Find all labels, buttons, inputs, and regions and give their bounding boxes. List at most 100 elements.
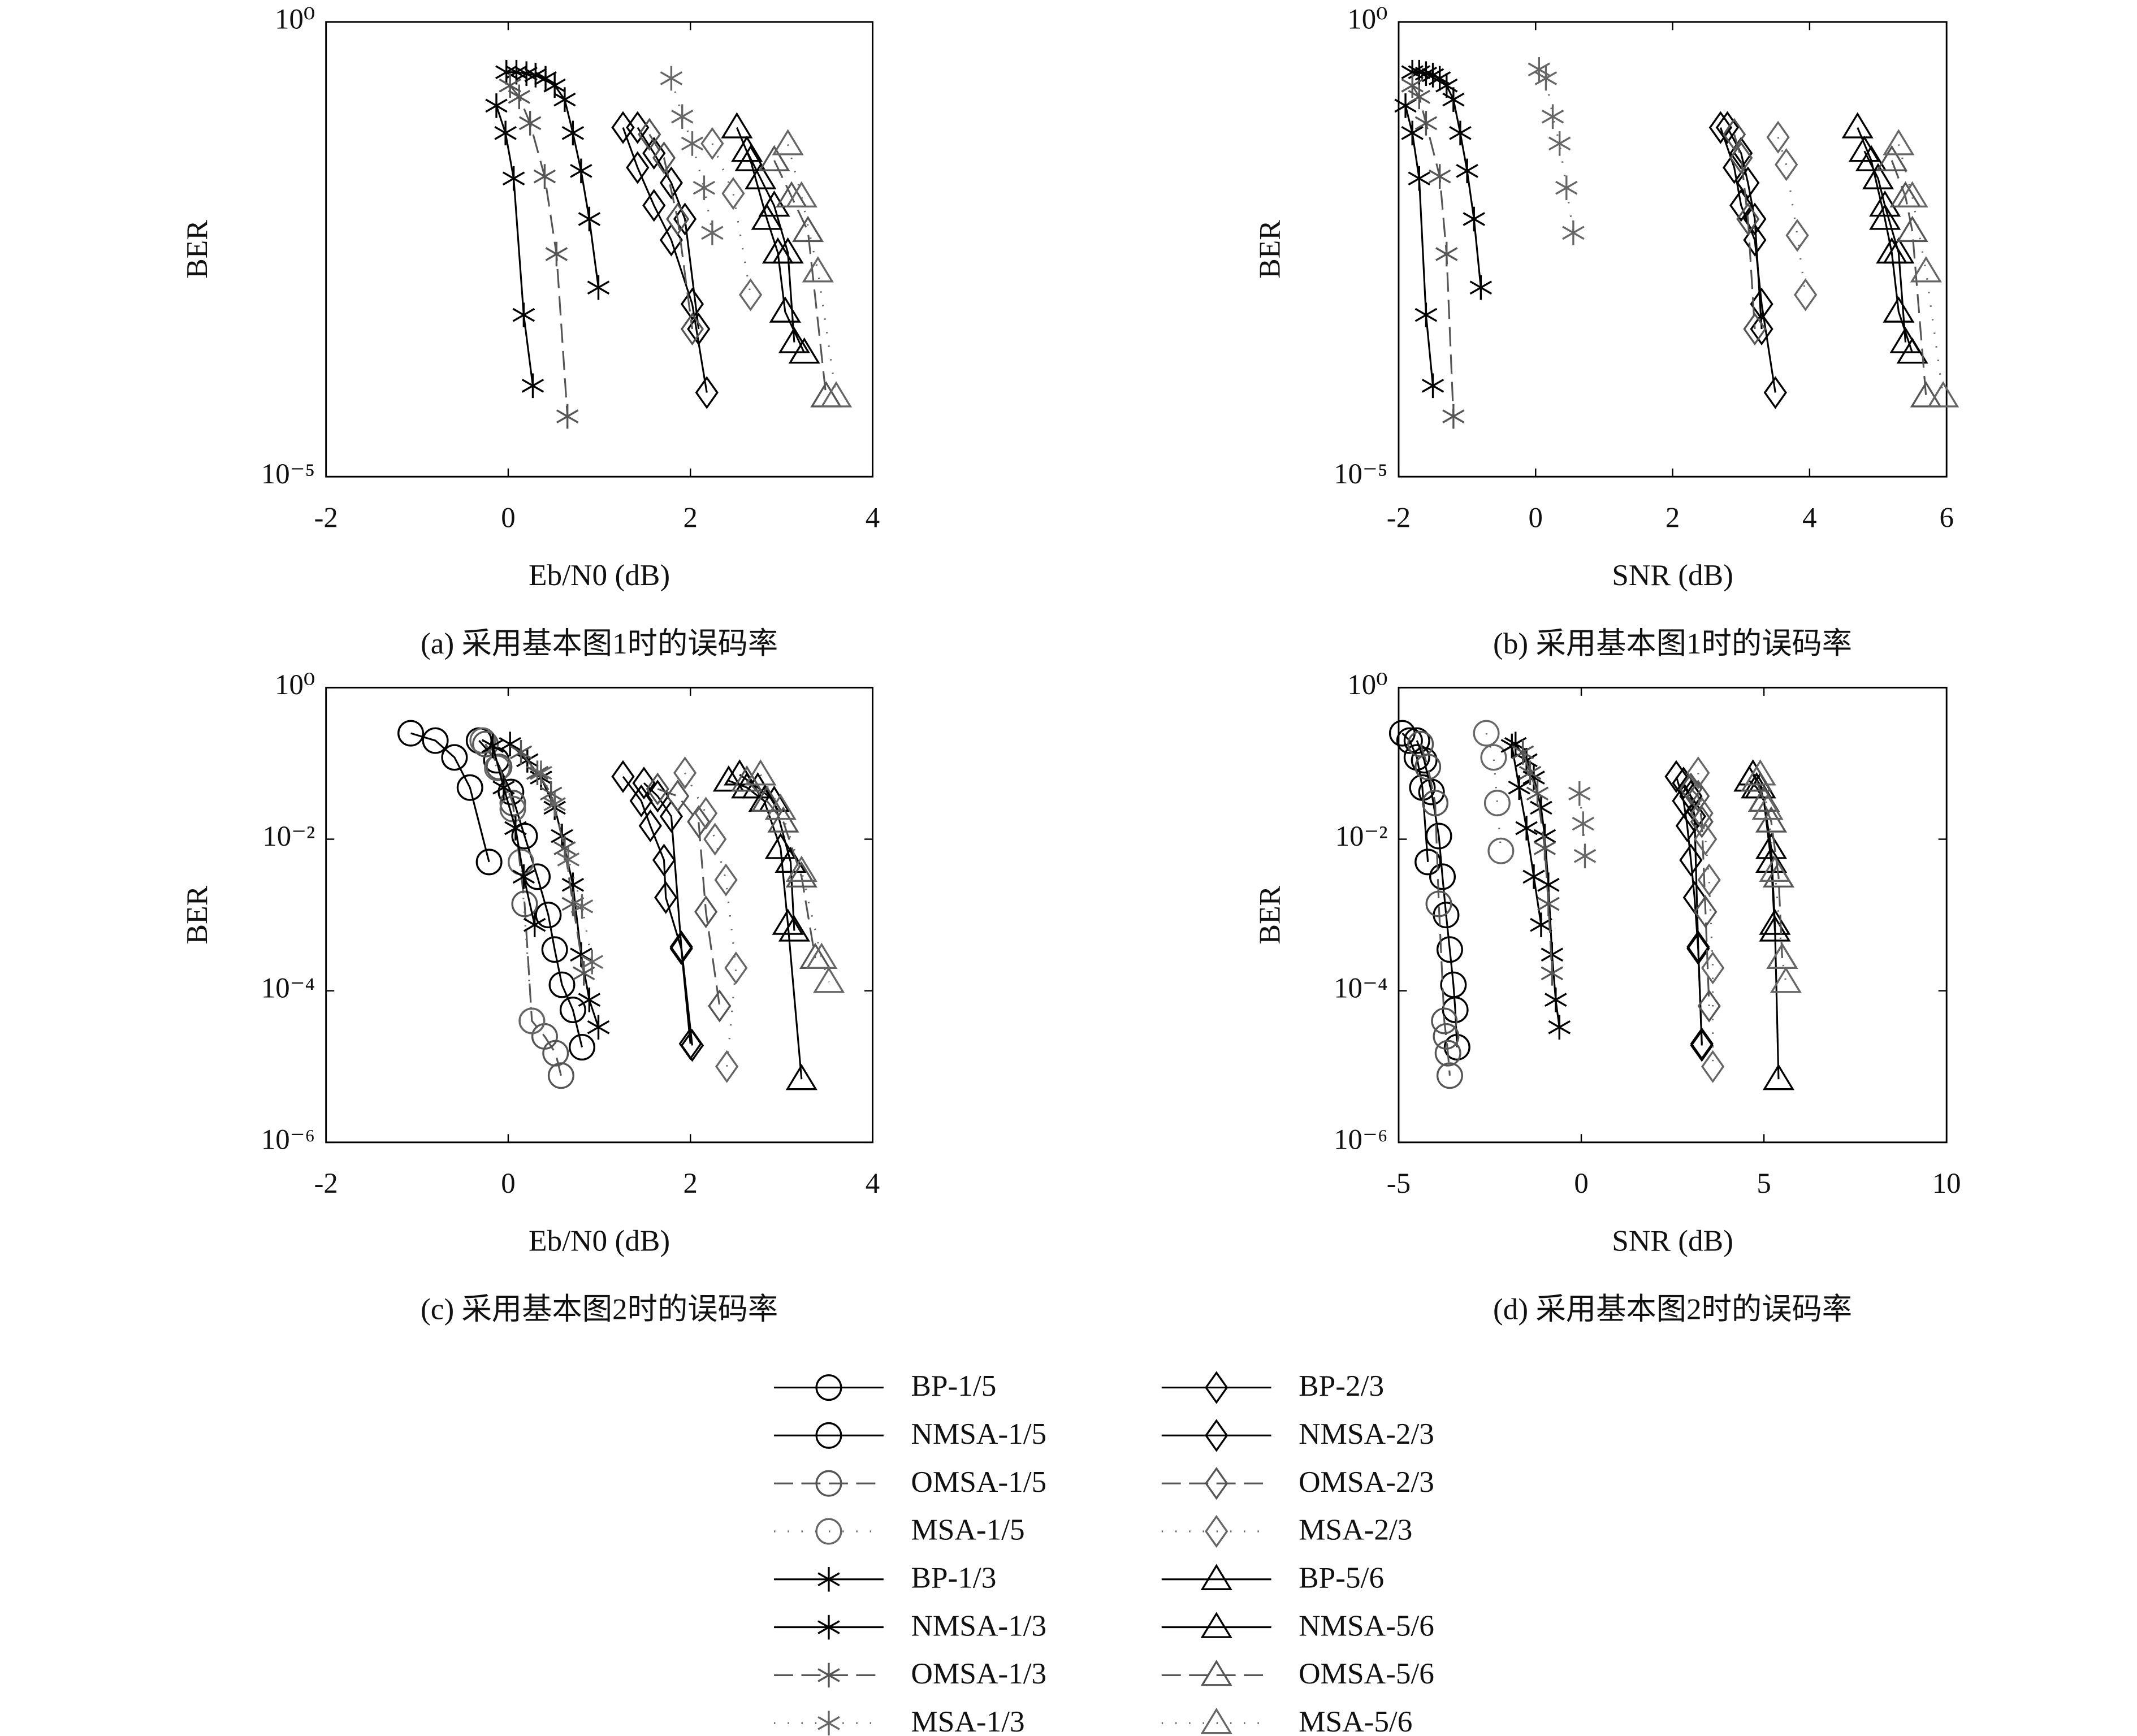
marker-diamond <box>1729 141 1753 175</box>
marker-shape <box>785 181 817 207</box>
marker-shape <box>785 861 817 888</box>
marker-shape <box>1572 816 1595 831</box>
marker-shape <box>587 280 610 295</box>
marker-star <box>1530 912 1552 937</box>
marker-diamond <box>1750 312 1773 346</box>
marker-shape <box>680 1029 704 1062</box>
marker-shape <box>1403 727 1430 754</box>
marker-star <box>553 87 576 112</box>
marker-shape <box>815 1470 842 1497</box>
marker-shape <box>1534 71 1558 85</box>
marker-circle <box>1443 1034 1470 1061</box>
marker-shape <box>1442 409 1465 423</box>
marker-diamond <box>1205 1514 1228 1548</box>
marker-diamond <box>1694 895 1718 929</box>
marker-triangle <box>772 237 804 264</box>
marker-star <box>512 864 535 889</box>
y-tick-label: 10⁰ <box>275 669 315 701</box>
marker-shape <box>1411 747 1438 774</box>
marker-star <box>1568 781 1591 806</box>
marker-shape <box>1743 312 1767 346</box>
marker-star <box>1449 120 1472 146</box>
legend-label: MSA-1/5 <box>911 1513 1024 1547</box>
marker-shape <box>792 215 824 243</box>
marker-shape <box>810 381 842 408</box>
marker-shape <box>557 852 580 867</box>
marker-diamond <box>673 202 697 236</box>
marker-triangle <box>751 204 783 230</box>
marker-shape <box>758 145 790 171</box>
y-tick-label: 10⁻² <box>1335 821 1388 852</box>
marker-triangle <box>731 136 763 162</box>
marker-triangle <box>810 381 842 408</box>
marker-diamond <box>673 756 697 790</box>
marker-star <box>512 302 535 327</box>
plot-frame <box>325 21 873 478</box>
marker-shape <box>1205 1371 1228 1404</box>
marker-star <box>701 220 724 245</box>
marker-star <box>1515 816 1538 841</box>
marker-circle <box>441 744 468 771</box>
series-line <box>1420 743 1451 1076</box>
marker-shape <box>1748 785 1780 812</box>
marker-star <box>509 740 533 765</box>
marker-shape <box>673 202 697 236</box>
series-line <box>410 732 490 863</box>
marker-shape <box>626 111 650 144</box>
marker-shape <box>1414 308 1438 322</box>
x-tick-label: 4 <box>866 502 880 534</box>
marker-star <box>530 760 552 786</box>
marker-star <box>1435 241 1458 267</box>
series-line <box>648 133 694 330</box>
series-line <box>1857 127 1914 353</box>
legend-label: NMSA-5/6 <box>1299 1609 1434 1642</box>
marker-star <box>1562 220 1585 245</box>
marker-triangle <box>1841 112 1874 138</box>
marker-shape <box>817 1668 840 1682</box>
marker-shape <box>492 780 515 795</box>
marker-circle <box>1480 744 1507 771</box>
marker-shape <box>666 780 690 813</box>
marker-shape <box>820 381 853 408</box>
marker-shape <box>745 759 777 786</box>
marker-star <box>1456 158 1478 184</box>
marker-shape <box>700 127 724 161</box>
legend-label: OMSA-1/5 <box>911 1465 1046 1499</box>
marker-star <box>561 120 585 146</box>
marker-diamond <box>721 177 745 210</box>
marker-shape <box>475 848 503 876</box>
marker-shape <box>499 737 521 751</box>
marker-shape <box>1436 936 1463 963</box>
series-line <box>657 788 721 1006</box>
marker-shape <box>1708 111 1732 144</box>
marker-shape <box>1701 1050 1725 1083</box>
marker-star <box>556 404 579 429</box>
marker-circle <box>548 971 576 998</box>
marker-star <box>578 987 601 1012</box>
marker-triangle <box>1762 1063 1795 1090</box>
marker-triangle <box>778 915 811 942</box>
y-tick-label: 10⁰ <box>1347 669 1387 701</box>
marker-star <box>1573 843 1597 869</box>
marker-shape <box>559 996 586 1023</box>
marker-shape <box>456 774 483 801</box>
series-line <box>773 160 827 397</box>
marker-shape <box>1679 780 1703 813</box>
marker-triangle <box>785 181 817 207</box>
marker-shape <box>1434 1040 1461 1067</box>
marker-shape <box>542 1040 569 1067</box>
marker-triangle <box>785 1063 817 1090</box>
marker-triangle <box>785 855 817 882</box>
marker-triangle <box>1766 942 1798 969</box>
marker-circle <box>475 848 503 876</box>
marker-shape <box>1483 790 1511 817</box>
marker-shape <box>1690 1029 1714 1062</box>
marker-shape <box>1715 111 1740 144</box>
marker-star <box>1548 131 1571 156</box>
marker-star <box>1408 84 1431 110</box>
marker-shape <box>1573 848 1597 863</box>
marker-star <box>1421 373 1444 399</box>
marker-diamond <box>1679 843 1703 877</box>
marker-star <box>504 816 527 841</box>
